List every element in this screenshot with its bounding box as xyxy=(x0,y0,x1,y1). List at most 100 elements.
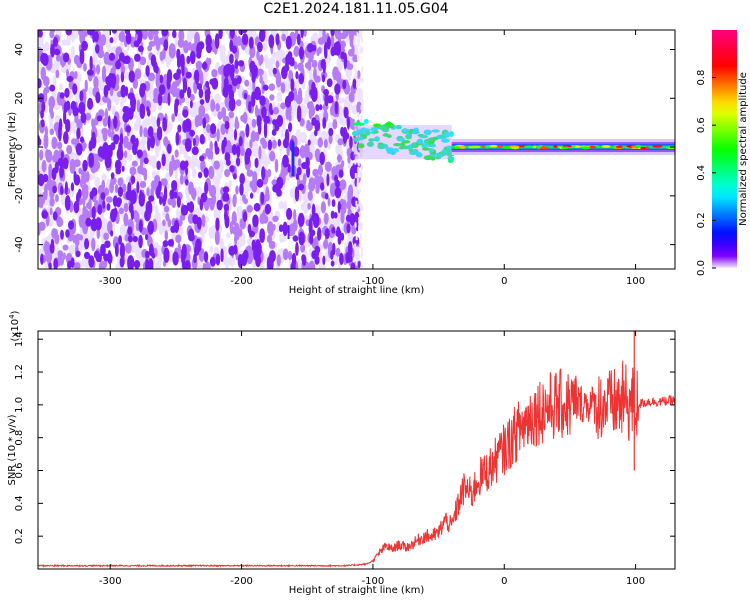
heatmap-scint-blob xyxy=(364,130,371,136)
snr-x-tick-label: 0 xyxy=(501,576,507,587)
heatmap-scint-blob xyxy=(357,143,365,149)
colorbar-tick-label: 0.4 xyxy=(696,165,707,181)
heatmap-carrier-peak xyxy=(489,144,498,148)
heatmap-scint-blob xyxy=(411,130,420,135)
heatmap-carrier-peak xyxy=(615,145,623,149)
heatmap-scint-blob xyxy=(444,131,451,138)
heatmap-y-tick-label: 0 xyxy=(14,144,25,150)
heatmap-scint-blob xyxy=(373,123,382,128)
heatmap-scint-blob xyxy=(421,147,431,151)
snr-y-tick-label: 0.8 xyxy=(14,430,25,446)
heatmap-carrier-peak xyxy=(561,146,570,150)
heatmap-scint-blob xyxy=(397,137,406,142)
heatmap-scint-blob xyxy=(401,128,411,133)
heatmap-scint-blob xyxy=(373,130,379,134)
heatmap-scint-blob xyxy=(382,133,391,137)
heatmap-carrier-peak xyxy=(523,145,534,149)
heatmap-carrier-peak xyxy=(553,145,558,148)
heatmap-scint-blob xyxy=(447,156,455,161)
heatmap-scint-blob xyxy=(446,145,453,150)
heatmap-carrier-peak xyxy=(496,145,503,148)
snr-y-tick-label: 0.4 xyxy=(14,495,25,511)
heatmap-carrier-peak xyxy=(502,146,512,149)
heatmap-scint-blob xyxy=(363,118,369,124)
snr-frame xyxy=(37,330,676,570)
heatmap-scint-blob xyxy=(366,141,374,147)
snr-plot-area xyxy=(38,331,675,568)
heatmap-scint-blob xyxy=(408,148,414,152)
heatmap-scint-blob xyxy=(368,138,376,142)
heatmap-scint-blob xyxy=(423,129,432,136)
snr-y-tick-label: 1.0 xyxy=(14,397,25,413)
heatmap-x-tick-label: -300 xyxy=(99,276,122,287)
heatmap-y-tick-label: 20 xyxy=(14,92,25,105)
heatmap-scint-blob xyxy=(431,129,440,133)
heatmap-scint-blob xyxy=(374,136,380,142)
heatmap-scint-blob xyxy=(352,122,360,126)
heatmap-carrier-peak xyxy=(601,145,611,148)
snr-x-axis-label: Height of straight line (km) xyxy=(289,585,425,596)
colorbar xyxy=(712,30,737,268)
heatmap-scint-blob xyxy=(387,123,395,128)
colorbar-tick-label: 0.6 xyxy=(696,117,707,133)
heatmap-scint-blob xyxy=(419,134,429,139)
heatmap-y-tick-label: -40 xyxy=(14,236,25,252)
heatmap-scint-blob xyxy=(378,125,386,130)
heatmap-y-tick-label: -20 xyxy=(14,188,25,204)
heatmap-scint-blob xyxy=(423,155,433,161)
snr-y-tick-label: 0.6 xyxy=(14,463,25,479)
snr-y-tick-label: 0.2 xyxy=(14,528,25,544)
heatmap-x-tick-label: 0 xyxy=(501,276,507,287)
heatmap-scint-blob xyxy=(428,148,435,153)
heatmap-y-tick-label: 40 xyxy=(14,43,25,56)
heatmap-x-tick-label: -100 xyxy=(362,276,385,287)
heatmap-carrier-peak xyxy=(536,145,541,149)
heatmap-scint-blob xyxy=(422,142,428,149)
heatmap-noise-mid xyxy=(38,30,362,269)
heatmap-scint-blob xyxy=(395,124,402,130)
heatmap-scint-blob xyxy=(392,148,400,153)
heatmap-x-axis-label: Height of straight line (km) xyxy=(289,285,425,296)
heatmap-scint-blob xyxy=(386,150,395,154)
heatmap-scint-blob xyxy=(398,146,405,150)
heatmap-scint-envelope xyxy=(353,125,452,160)
snr-y-axis-label: SNR (10 * v/v) xyxy=(7,414,18,485)
heatmap-y-axis-label: Frequency (Hz) xyxy=(7,112,18,188)
heatmap-noise-edge xyxy=(353,30,364,269)
heatmap-carrier-peak xyxy=(654,144,663,148)
heatmap-scint-blob xyxy=(377,142,384,146)
heatmap-carrier-peak xyxy=(467,145,478,149)
colorbar-tick-label: 0.8 xyxy=(696,70,707,86)
heatmap-frame xyxy=(37,29,676,270)
chart-title: C2E1.2024.181.11.05.G04 xyxy=(263,1,449,17)
colorbar-label: Normalized spectral amplitude xyxy=(738,72,749,226)
heatmap-carrier-peak xyxy=(640,146,646,150)
heatmap-carrier-peak xyxy=(459,146,466,149)
heatmap-noise-dark xyxy=(38,30,362,269)
snr-y-tick-label: 1.2 xyxy=(14,364,25,380)
snr-x-tick-label: -300 xyxy=(99,576,122,587)
heatmap-scint-blob xyxy=(435,156,441,160)
heatmap-streak xyxy=(291,142,295,177)
heatmap-scint-blob xyxy=(429,143,436,148)
heatmap-carrier-peak xyxy=(635,144,642,148)
heatmap-x-tick-label: 100 xyxy=(626,276,645,287)
heatmap-scint-blob xyxy=(357,136,364,141)
heatmap-carrier-peak xyxy=(452,146,462,150)
heatmap-scint-blob xyxy=(405,134,413,140)
snr-x-tick-label: -100 xyxy=(362,576,385,587)
snr-x-tick-label: -200 xyxy=(230,576,253,587)
heatmap-carrier-peak xyxy=(510,146,520,150)
heatmap-x-tick-label: -200 xyxy=(230,276,253,287)
heatmap-scint-blob xyxy=(448,131,454,137)
snr-multiplier-label: (x104) xyxy=(8,310,21,341)
heatmap-streak-low xyxy=(287,225,290,240)
heatmap-cells xyxy=(38,30,675,269)
heatmap-scint-blob xyxy=(356,129,365,134)
colorbar-tick-label: 0.0 xyxy=(696,260,707,276)
snr-y-tick-label: 1.4 xyxy=(14,331,25,347)
heatmap-scint-blob xyxy=(417,152,423,158)
heatmap-carrier-peak xyxy=(581,146,591,150)
snr-x-tick-label: 100 xyxy=(626,576,645,587)
